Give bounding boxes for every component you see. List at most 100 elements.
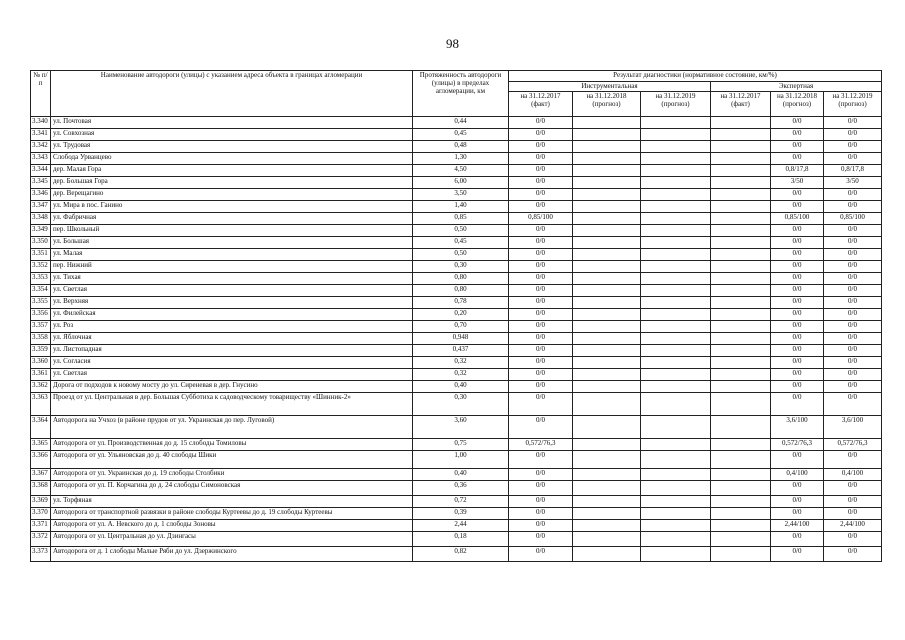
expert-2018: 0/0 [770, 308, 824, 321]
expert-2019: 0/0 [822, 308, 883, 321]
instrumental-2017: 0/0 [508, 128, 573, 141]
table-row: 3.342 ул. Трудовая 0,48 0/0 0/0 0/0 [30, 140, 883, 153]
instrumental-2018 [572, 140, 641, 153]
table-row: 3.344 дер. Малая Гора 4,50 0/0 0,8/17,8 0,8/1… [30, 164, 883, 177]
instrumental-2017: 0/0 [508, 140, 573, 153]
instrumental-2017: 0/0 [508, 188, 573, 201]
road-length: 1,40 [412, 200, 509, 213]
expert-2017 [710, 248, 771, 261]
expert-2017 [710, 128, 771, 141]
expert-2017 [710, 296, 771, 309]
row-number: 3.355 [30, 296, 51, 309]
instrumental-2018 [572, 248, 641, 261]
road-name: Автодорога от ул. Ульяновская до д. 40 с… [50, 450, 413, 469]
road-name: дер. Верещагино [50, 188, 413, 201]
road-name: Слобода Урванцево [50, 152, 413, 165]
road-length: 0,75 [412, 438, 509, 451]
row-number: 3.368 [30, 480, 51, 496]
instrumental-2019 [640, 320, 711, 333]
row-number: 3.367 [30, 468, 51, 481]
table-row: 3.366 Автодорога от ул. Ульяновская до д.… [30, 450, 883, 469]
expert-2018: 0,572/76,3 [770, 438, 824, 451]
table-row: 3.359 ул. Листопадная 0,437 0/0 0/0 0/0 [30, 344, 883, 357]
header-period: на 31.12.2017 (факт) [508, 91, 573, 117]
row-number: 3.358 [30, 332, 51, 345]
expert-2018: 0/0 [770, 272, 824, 285]
instrumental-2017: 0,572/76,3 [508, 438, 573, 451]
instrumental-2019 [640, 152, 711, 165]
instrumental-2017: 0/0 [508, 480, 573, 496]
table-row: 3.360 ул. Согласия 0,32 0/0 0/0 0/0 [30, 356, 883, 369]
road-length: 1,30 [412, 152, 509, 165]
row-number: 3.365 [30, 438, 51, 451]
instrumental-2017: 0/0 [508, 344, 573, 357]
expert-2018: 0/0 [770, 320, 824, 333]
expert-2018: 3,6/100 [770, 415, 824, 439]
expert-2017 [710, 356, 771, 369]
expert-2018: 0/0 [770, 296, 824, 309]
header-num: № п/п [30, 70, 51, 117]
expert-2019: 3,6/100 [822, 415, 883, 439]
instrumental-2017: 0/0 [508, 236, 573, 249]
instrumental-2018 [572, 128, 641, 141]
instrumental-2018 [572, 188, 641, 201]
expert-2018: 0/0 [770, 507, 824, 520]
expert-2017 [710, 519, 771, 532]
road-length: 0,948 [412, 332, 509, 345]
instrumental-2017: 0/0 [508, 531, 573, 547]
table-row: 3.364 Автодорога на Учхоз (в районе прудо… [30, 415, 883, 439]
expert-2019: 0/0 [822, 332, 883, 345]
expert-2019: 0/0 [822, 380, 883, 393]
instrumental-2018 [572, 368, 641, 381]
road-name: пер. Школьный [50, 224, 413, 237]
instrumental-2019 [640, 480, 711, 496]
instrumental-2017: 0/0 [508, 272, 573, 285]
row-number: 3.352 [30, 260, 51, 273]
row-number: 3.366 [30, 450, 51, 469]
table-row: 3.354 ул. Светлая 0,80 0/0 0/0 0/0 [30, 284, 883, 297]
road-length: 2,44 [412, 519, 509, 532]
row-number: 3.362 [30, 380, 51, 393]
table-row: 3.355 ул. Верхняя 0,78 0/0 0/0 0/0 [30, 296, 883, 309]
expert-2017 [710, 507, 771, 520]
expert-2018: 0/0 [770, 128, 824, 141]
expert-2017 [710, 531, 771, 547]
expert-2019: 0/0 [822, 480, 883, 496]
road-name: ул. Светлая [50, 368, 413, 381]
instrumental-2019 [640, 332, 711, 345]
instrumental-2018 [572, 200, 641, 213]
row-number: 3.349 [30, 224, 51, 237]
table-row: 3.369 ул. Торфяная 0,72 0/0 0/0 0/0 [30, 495, 883, 508]
instrumental-2019 [640, 212, 711, 225]
road-length: 3,50 [412, 188, 509, 201]
instrumental-2018 [572, 152, 641, 165]
table-row: 3.362 Дорога от подходов к новому мосту д… [30, 380, 883, 393]
expert-2018: 0/0 [770, 495, 824, 508]
row-number: 3.363 [30, 392, 51, 416]
expert-2018: 0/0 [770, 344, 824, 357]
instrumental-2019 [640, 140, 711, 153]
road-name: ул. Светлая [50, 284, 413, 297]
header-length: Протяженность автодороги (улицы) в преде… [412, 70, 509, 117]
row-number: 3.364 [30, 415, 51, 439]
header-period: на 31.12.2017 (факт) [710, 91, 771, 117]
expert-2017 [710, 272, 771, 285]
road-length: 0,40 [412, 468, 509, 481]
table-row: 3.343 Слобода Урванцево 1,30 0/0 0/0 0/0 [30, 152, 883, 165]
expert-2017 [710, 308, 771, 321]
header-period: на 31.12.2018 (прогноз) [770, 91, 824, 117]
road-length: 0,437 [412, 344, 509, 357]
expert-2019: 0/0 [822, 320, 883, 333]
instrumental-2018 [572, 176, 641, 189]
expert-2017 [710, 236, 771, 249]
instrumental-2017: 0/0 [508, 495, 573, 508]
instrumental-2019 [640, 495, 711, 508]
road-length: 0,50 [412, 224, 509, 237]
instrumental-2019 [640, 368, 711, 381]
expert-2019: 0/0 [822, 296, 883, 309]
expert-2017 [710, 212, 771, 225]
road-name: ул. Филейская [50, 308, 413, 321]
page-number: 98 [446, 36, 459, 51]
instrumental-2018 [572, 308, 641, 321]
expert-2018: 0/0 [770, 332, 824, 345]
